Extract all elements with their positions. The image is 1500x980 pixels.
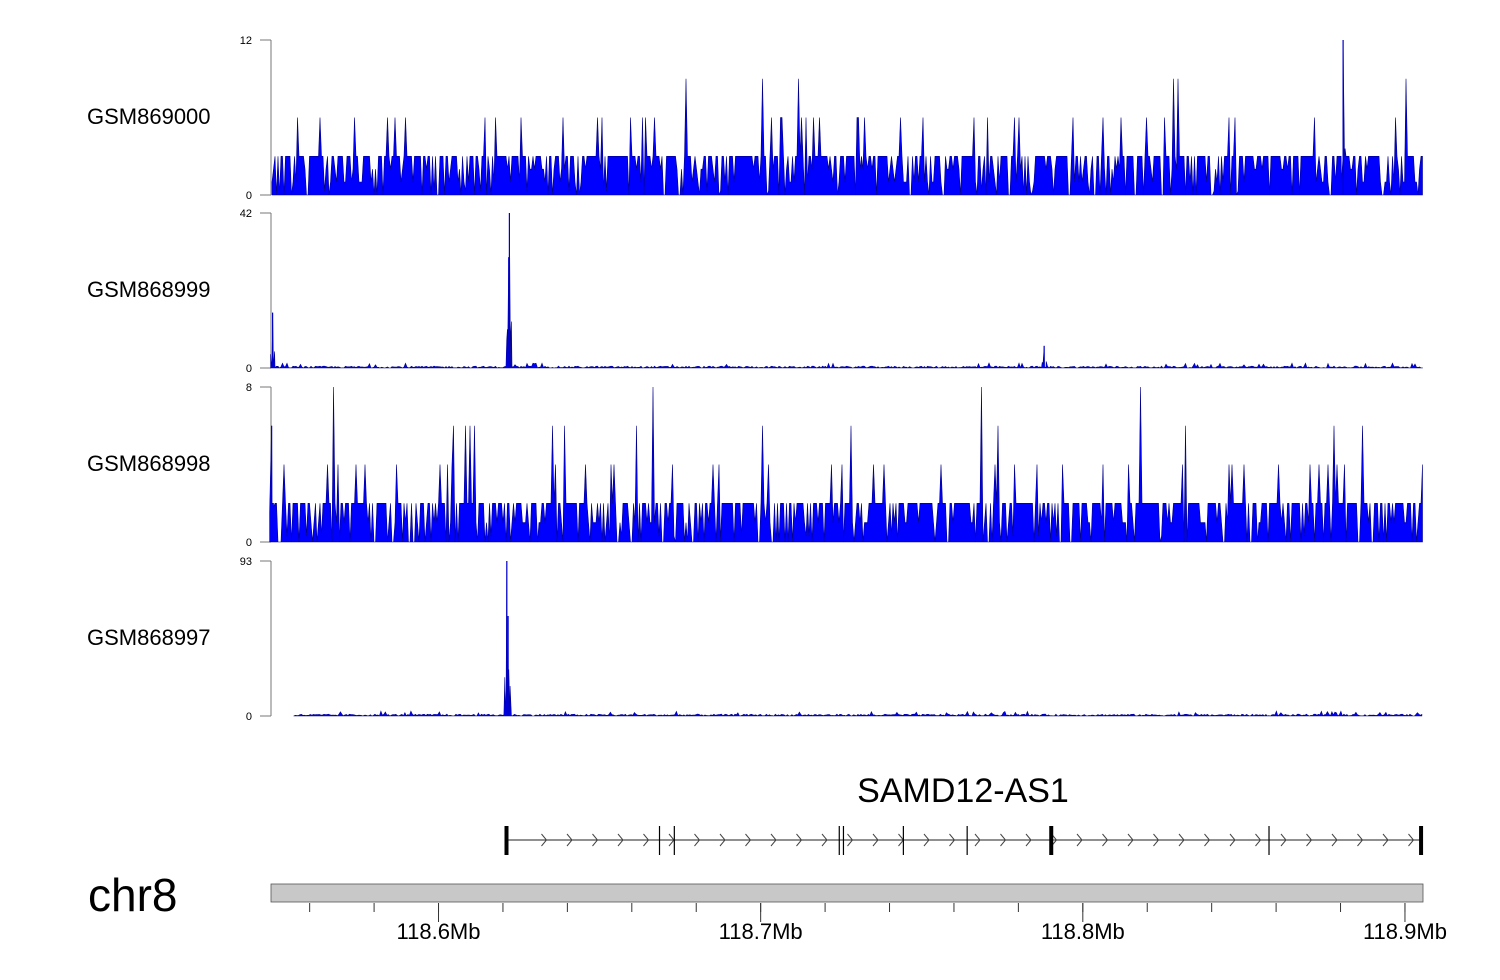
data-tracks: GSM869000120GSM868999420GSM86899880GSM86… — [87, 35, 1423, 723]
track-label: GSM868997 — [87, 625, 211, 650]
strand-arrow-icon — [566, 833, 573, 847]
x-tick-label: 118.7Mb — [719, 919, 803, 944]
x-tick-label: 118.6Mb — [397, 919, 481, 944]
y-tick-label: 0 — [246, 711, 252, 723]
track-GSM868998: GSM868998 8 0 — [87, 382, 1423, 549]
strand-arrow-icon — [1280, 833, 1287, 847]
strand-arrow-icon — [974, 833, 981, 847]
y-tick-label: 93 — [240, 556, 252, 568]
track-label: GSM868999 — [87, 277, 211, 302]
strand-arrow-icon — [1076, 833, 1083, 847]
y-tick-label: 12 — [240, 35, 252, 47]
strand-arrow-icon — [1025, 833, 1032, 847]
strand-arrow-icon — [1331, 833, 1338, 847]
strand-arrow-icon — [1102, 833, 1109, 847]
strand-arrow-icon — [617, 833, 624, 847]
y-tick-label: 0 — [246, 537, 252, 549]
track-GSM868999: GSM868999 42 0 — [87, 208, 1423, 375]
strand-arrow-icon — [949, 833, 956, 847]
strand-arrow-icon — [1408, 833, 1415, 847]
strand-arrow-icon — [1255, 833, 1262, 847]
signal-area — [293, 560, 1423, 717]
signal-area — [270, 212, 1423, 369]
strand-arrow-icon — [1382, 833, 1389, 847]
strand-arrow-icon — [1000, 833, 1007, 847]
x-tick-label: 118.8Mb — [1041, 919, 1125, 944]
strand-arrow-icon — [745, 833, 752, 847]
track-GSM868997: GSM868997 93 0 — [87, 556, 1423, 723]
signal-area — [271, 39, 1423, 196]
strand-arrow-icon — [592, 833, 599, 847]
strand-arrow-icon — [1229, 833, 1236, 847]
track-label: GSM869000 — [87, 104, 211, 129]
y-tick-label: 0 — [246, 363, 252, 375]
chromosome-label: chr8 — [88, 869, 177, 921]
strand-arrow-icon — [541, 833, 548, 847]
strand-arrow-icon — [643, 833, 650, 847]
strand-arrow-icon — [821, 833, 828, 847]
strand-arrow-icon — [1153, 833, 1160, 847]
track-label: GSM868998 — [87, 451, 211, 476]
chromosome-axis: chr8 118.6Mb 118.7Mb 118.8Mb 118.9Mb — [88, 869, 1447, 944]
track-GSM869000: GSM869000 12 0 — [87, 35, 1423, 202]
strand-arrow-icon — [719, 833, 726, 847]
x-tick-label: 118.9Mb — [1363, 919, 1447, 944]
strand-arrow-icon — [1306, 833, 1313, 847]
strand-arrow-icon — [796, 833, 803, 847]
strand-arrow-icon — [694, 833, 701, 847]
gene-name-label: SAMD12-AS1 — [857, 772, 1069, 810]
strand-arrow-icon — [770, 833, 777, 847]
strand-arrow-icon — [1178, 833, 1185, 847]
strand-arrow-icon — [1127, 833, 1134, 847]
y-tick-label: 0 — [246, 190, 252, 202]
strand-arrow-icon — [847, 833, 854, 847]
chromosome-bar — [270, 883, 1424, 903]
strand-arrow-icon — [872, 833, 879, 847]
strand-arrow-icon — [923, 833, 930, 847]
gene-track: SAMD12-AS1 — [504, 772, 1424, 855]
signal-area — [269, 386, 1423, 543]
strand-arrow-icon — [1357, 833, 1364, 847]
strand-arrow-icon — [1204, 833, 1211, 847]
y-tick-label: 8 — [246, 382, 252, 394]
y-tick-label: 42 — [240, 208, 252, 220]
